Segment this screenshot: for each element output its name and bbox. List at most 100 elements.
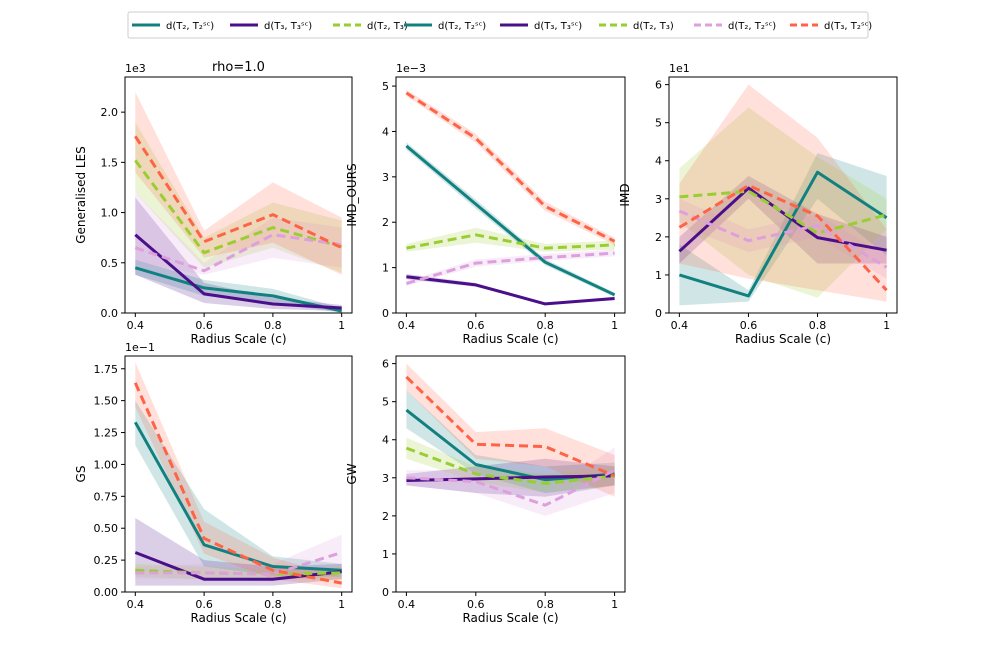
x-tick-label: 1 (611, 319, 618, 332)
confidence-band (406, 89, 615, 245)
series-line (133, 421, 342, 572)
x-tick-label: 0.6 (467, 319, 485, 332)
y-tick-label: 0 (382, 586, 389, 599)
series-line (134, 159, 343, 255)
confidence-band (679, 107, 887, 298)
y-tick-label: 0.5 (101, 257, 119, 270)
y-axis-label: Generalised LES (74, 146, 88, 244)
y-tick-label: 1 (655, 269, 662, 282)
legend-label: d(T₂, T₂ˢᶜ) (438, 21, 486, 32)
legend-entry: d(T₂, T₂ˢᶜ) (132, 21, 214, 32)
x-tick-label: 0.4 (398, 319, 416, 332)
y-tick-label: 1.00 (94, 458, 119, 471)
series-line (678, 184, 888, 292)
series-line (406, 468, 616, 507)
x-tick-label: 0.4 (671, 319, 689, 332)
legend-frame (127, 11, 869, 39)
y-tick-label: 5 (382, 80, 389, 93)
axis-scale-label: 1e−3 (396, 62, 426, 75)
confidence-band (135, 122, 342, 273)
legend-entry: d(T₃, T₃ˢᶜ) (500, 21, 582, 32)
confidence-band (406, 390, 615, 493)
y-tick-label: 2 (655, 231, 662, 244)
x-axis-label: Radius Scale (c) (735, 332, 831, 346)
chart-panel-gw: 0.4 0.6 0.8 1 0 1 2 3 4 5 6 Radius Scale (c) GW (345, 355, 626, 625)
x-tick-label: 0.6 (195, 598, 213, 611)
y-tick-label: 0.25 (94, 554, 119, 567)
x-tick-label: 0.6 (467, 598, 485, 611)
chart-panel-gs: 0.4 0.6 0.8 1 0.00 0.25 0.50 0.75 1.00 1.25 1.50 1.… (74, 341, 353, 625)
x-tick-label: 0.6 (195, 319, 213, 332)
legend-label: d(T₃, T₂ˢᶜ) (824, 21, 872, 32)
y-tick-label: 1.25 (94, 427, 119, 440)
series-line (678, 170, 888, 298)
series-line (405, 91, 616, 243)
x-tick-label: 0.8 (264, 598, 282, 611)
axes-frame (395, 355, 626, 593)
y-tick-label: 4 (382, 125, 389, 138)
x-tick-label: 0.4 (398, 598, 416, 611)
x-tick-label: 0.4 (127, 598, 145, 611)
y-tick-label: 1.75 (94, 363, 119, 376)
y-tick-label: 0.75 (94, 490, 119, 503)
x-tick-label: 1 (883, 319, 890, 332)
y-tick-label: 1.50 (94, 395, 119, 408)
series-line (134, 266, 343, 313)
series-line (133, 382, 342, 585)
legend-entry: d(T₂, T₃) (599, 21, 674, 32)
legend-label: d(T₂, T₂ˢᶜ) (166, 21, 214, 32)
y-axis-label: IMD_OURS (345, 163, 359, 226)
y-tick-label: 1 (382, 262, 389, 275)
axes-frame (395, 76, 626, 314)
y-tick-label: 0 (655, 307, 662, 320)
series-line (406, 275, 615, 306)
y-tick-label: 6 (382, 358, 389, 371)
legend: d(T₂, T₂ˢᶜ) d(T₃, T₃ˢᶜ) d(T₂, T₃) d(T₂, T₂ˢ… (127, 11, 872, 39)
legend-entry: d(T₂, T₂ˢᶜ) (694, 21, 776, 32)
y-tick-label: 5 (382, 396, 389, 409)
y-tick-label: 3 (655, 193, 662, 206)
axis-scale-label: 1e3 (125, 62, 146, 75)
y-tick-label: 1.5 (101, 156, 119, 169)
series-line (678, 186, 887, 253)
confidence-band (406, 227, 615, 252)
x-tick-label: 0.8 (536, 598, 554, 611)
axis-scale-label: 1e1 (669, 62, 690, 75)
series-line (405, 144, 616, 297)
confidence-band (135, 563, 342, 580)
legend-label: d(T₂, T₃) (367, 21, 408, 32)
confidence-band (406, 363, 615, 497)
y-tick-label: 2 (382, 216, 389, 229)
y-tick-label: 0 (382, 307, 389, 320)
chart-panel-imd: 0.4 0.6 0.8 1 0 1 2 3 4 5 6 Radius Scale (c) IMD 1e1 (618, 62, 898, 346)
legend-label: d(T₂, T₂ˢᶜ) (728, 21, 776, 32)
series-line (134, 135, 343, 250)
chart-title: rho=1.0 (212, 60, 265, 75)
legend-label: d(T₂, T₃) (633, 21, 674, 32)
confidence-band (679, 153, 887, 306)
legend-entry: d(T₂, T₃) (333, 21, 408, 32)
series-line (679, 189, 887, 235)
x-tick-label: 0.6 (740, 319, 758, 332)
confidence-band (679, 198, 887, 279)
axis-scale-label: 1e−1 (125, 341, 155, 354)
x-axis-label: Radius Scale (c) (462, 332, 558, 346)
y-axis-label: GS (74, 466, 88, 483)
axes-frame (124, 355, 353, 593)
legend-entry: d(T₃, T₃ˢᶜ) (230, 21, 312, 32)
y-tick-label: 0.00 (94, 586, 119, 599)
x-axis-label: Radius Scale (c) (190, 611, 286, 625)
legend-entry: d(T₂, T₂ˢᶜ) (404, 21, 486, 32)
y-axis-label: IMD (618, 183, 632, 206)
y-tick-label: 1 (382, 548, 389, 561)
confidence-band (406, 447, 615, 516)
legend-entry: d(T₃, T₂ˢᶜ) (790, 21, 872, 32)
chart-panel-generalised-les: 0.4 0.6 0.8 1 0.0 0.5 1.0 1.5 2.0 Radius Scale (c… (74, 60, 353, 346)
x-tick-label: 1 (611, 598, 618, 611)
y-tick-label: 3 (382, 472, 389, 485)
x-tick-label: 0.8 (264, 319, 282, 332)
series-line (134, 233, 342, 273)
y-tick-label: 4 (655, 155, 662, 168)
y-tick-label: 3 (382, 171, 389, 184)
